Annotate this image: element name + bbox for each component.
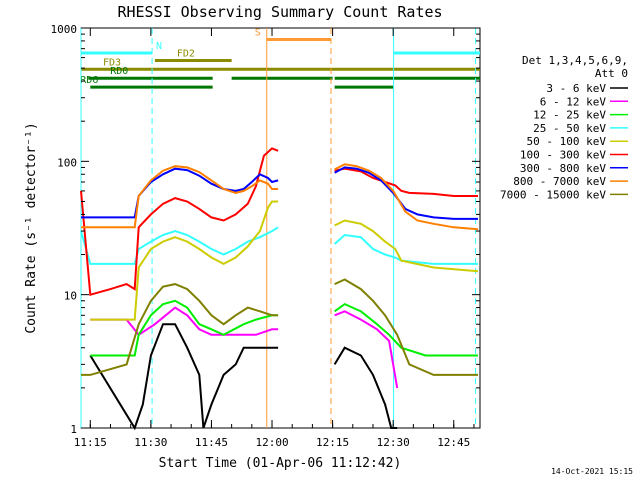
legend-label-300-800-kev: 300 - 800 keV bbox=[520, 162, 606, 175]
series-line-12-25-kev-0 bbox=[90, 299, 279, 357]
series-line-25-50-kev-1 bbox=[333, 233, 478, 265]
x-tick-label-1: 11:30 bbox=[134, 436, 167, 449]
x-tick-label-2: 11:45 bbox=[195, 436, 228, 449]
series-line-300-800-kev-1 bbox=[334, 166, 478, 220]
series-line-50-100-kev-1 bbox=[334, 219, 479, 273]
series-line-7000-15000-kev-0 bbox=[81, 283, 279, 376]
y-tick-label-0: 1 bbox=[70, 423, 77, 436]
series-line-100-300-kev-0 bbox=[80, 147, 279, 296]
y-tick-label-1: 10 bbox=[64, 290, 77, 303]
series-line-800-7000-kev-1 bbox=[334, 163, 479, 231]
flag-label-fd3: FD3 bbox=[103, 57, 121, 68]
axes: 11:15 11:30 11:45 12:00 12:15 12:30 12:45 1 10 10… bbox=[51, 23, 480, 449]
legend-label-3-6-kev: 3 - 6 keV bbox=[546, 82, 606, 95]
series-line-50-100-kev-0 bbox=[90, 200, 279, 321]
series-line-6-12-kev-1 bbox=[334, 310, 399, 389]
series-line-100-300-kev-1 bbox=[334, 167, 478, 197]
x-tick-label-6: 12:45 bbox=[437, 436, 470, 449]
generated-timestamp: 14-Oct-2021 15:15 bbox=[551, 467, 633, 476]
flag-label-rd0: RD0 bbox=[110, 66, 128, 77]
series-800-7000-kev bbox=[81, 163, 479, 231]
legend-label-7000-15000-kev: 7000 - 15000 keV bbox=[500, 188, 606, 201]
x-tick-label-4: 12:15 bbox=[316, 436, 349, 449]
legend-label-6-12-kev: 6 - 12 keV bbox=[540, 95, 607, 108]
series-25-50-kev bbox=[80, 226, 478, 265]
series-line-3-6-kev-0 bbox=[89, 323, 279, 431]
chart-title: RHESSI Observing Summary Count Rates bbox=[117, 3, 442, 21]
x-tick-label-5: 12:30 bbox=[377, 436, 410, 449]
legend-header-1: Att 0 bbox=[595, 67, 628, 80]
legend-header-0: Det 1,3,4,5,6,9, bbox=[522, 54, 628, 67]
series-lines bbox=[80, 147, 479, 431]
legend-label-50-100-kev: 50 - 100 keV bbox=[527, 135, 607, 148]
legend-label-25-50-kev: 25 - 50 keV bbox=[533, 122, 606, 135]
series-100-300-kev bbox=[80, 147, 478, 296]
series-line-3-6-kev-1 bbox=[333, 346, 398, 429]
series-line-800-7000-kev-0 bbox=[81, 165, 279, 229]
flag-label-n: N bbox=[156, 41, 162, 52]
series-line-300-800-kev-0 bbox=[81, 167, 279, 219]
series-3-6-kev bbox=[89, 323, 398, 431]
series-7000-15000-kev bbox=[81, 278, 478, 376]
flag-label-s: S bbox=[255, 27, 261, 38]
y-tick-label-3: 1000 bbox=[51, 23, 78, 36]
flag-label-rd6: RD6 bbox=[80, 75, 98, 86]
flag-label-fd2: FD2 bbox=[177, 49, 195, 60]
series-12-25-kev bbox=[90, 299, 478, 357]
series-line-12-25-kev-1 bbox=[334, 302, 478, 357]
legend-label-12-25-kev: 12 - 25 keV bbox=[533, 109, 606, 122]
x-tick-label-3: 12:00 bbox=[255, 436, 288, 449]
x-tick-label-0: 11:15 bbox=[74, 436, 107, 449]
series-line-7000-15000-kev-1 bbox=[334, 278, 478, 376]
series-50-100-kev bbox=[90, 200, 479, 321]
y-axis-label: Count Rate (s⁻¹ detector⁻¹) bbox=[24, 122, 39, 333]
legend-label-800-7000-kev: 800 - 7000 keV bbox=[513, 175, 606, 188]
y-tick-label-2: 100 bbox=[57, 156, 77, 169]
legend-label-100-300-kev: 100 - 300 keV bbox=[520, 149, 606, 162]
x-axis-label: Start Time (01-Apr-06 11:12:42) bbox=[159, 456, 402, 471]
